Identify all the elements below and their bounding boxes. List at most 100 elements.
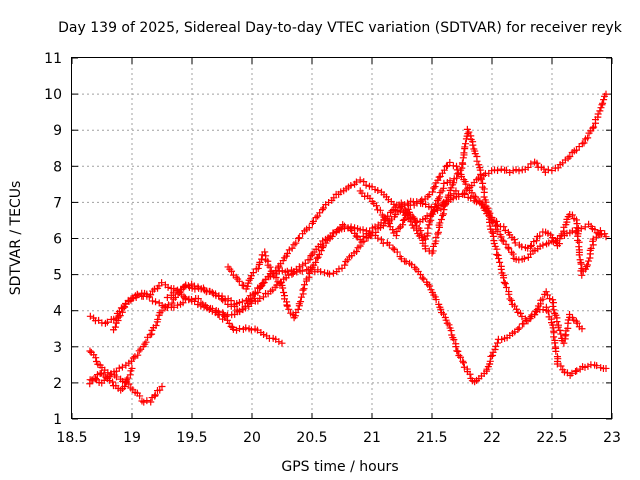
data-point xyxy=(590,123,598,131)
y-tick-label: 5 xyxy=(53,268,62,284)
data-point xyxy=(326,270,334,278)
data-point xyxy=(393,248,401,256)
data-point xyxy=(238,305,246,313)
data-point xyxy=(317,268,325,276)
data-point xyxy=(544,166,552,174)
data-point xyxy=(580,139,588,147)
data-point xyxy=(524,163,532,171)
data-point xyxy=(360,178,368,186)
data-point xyxy=(231,302,239,310)
data-point xyxy=(362,181,370,189)
x-tick-label: 22 xyxy=(483,430,501,446)
data-point xyxy=(549,302,557,310)
data-point xyxy=(462,180,470,188)
data-point xyxy=(445,321,453,329)
data-point xyxy=(309,217,317,225)
data-point xyxy=(127,295,135,303)
data-point xyxy=(552,347,560,355)
x-tick-label: 18.5 xyxy=(56,430,87,446)
data-point xyxy=(539,295,547,303)
data-point xyxy=(174,301,182,309)
data-point xyxy=(389,226,397,234)
data-point xyxy=(312,214,320,222)
data-point xyxy=(392,232,400,240)
data-point xyxy=(352,232,360,240)
data-point xyxy=(115,313,123,321)
data-point xyxy=(594,110,602,118)
data-point xyxy=(224,300,232,308)
data-point xyxy=(446,177,454,185)
data-point xyxy=(132,293,140,301)
data-point xyxy=(283,267,291,275)
data-point xyxy=(278,281,286,289)
data-point xyxy=(390,206,398,214)
data-point xyxy=(86,380,94,388)
data-point xyxy=(554,323,562,331)
data-point xyxy=(557,232,565,240)
data-point xyxy=(163,293,171,301)
data-point xyxy=(147,398,155,406)
data-point xyxy=(532,307,540,315)
data-point xyxy=(335,265,343,273)
data-point xyxy=(146,331,154,339)
data-point xyxy=(501,280,509,288)
data-point xyxy=(185,296,193,304)
data-point xyxy=(417,227,425,235)
data-point xyxy=(221,297,229,305)
data-point xyxy=(430,184,438,192)
data-point xyxy=(572,367,580,375)
data-point xyxy=(418,274,426,282)
data-point xyxy=(194,301,202,309)
data-point xyxy=(432,296,440,304)
data-point xyxy=(430,208,438,216)
y-tick-label: 11 xyxy=(44,51,62,67)
data-point xyxy=(228,267,236,275)
data-point xyxy=(143,397,151,405)
data-point xyxy=(526,315,534,323)
data-point xyxy=(256,258,264,266)
data-point xyxy=(376,206,384,214)
data-point xyxy=(277,278,285,286)
data-point xyxy=(356,236,364,244)
data-point xyxy=(492,342,500,350)
data-point xyxy=(497,265,505,273)
data-point xyxy=(496,258,504,266)
data-point xyxy=(329,269,337,277)
data-point xyxy=(170,303,178,311)
data-point xyxy=(158,302,166,310)
data-point xyxy=(194,295,202,303)
data-point xyxy=(123,376,131,384)
data-point xyxy=(385,219,393,227)
data-point xyxy=(568,369,576,377)
data-point xyxy=(86,312,94,320)
y-tick-label: 10 xyxy=(44,87,62,103)
y-tick-label: 9 xyxy=(53,123,62,139)
data-point xyxy=(511,239,519,247)
data-point xyxy=(533,305,541,313)
data-point xyxy=(299,286,307,294)
data-point xyxy=(249,269,257,277)
data-point xyxy=(180,283,188,291)
data-point xyxy=(585,257,593,265)
data-point xyxy=(154,315,162,323)
data-point xyxy=(424,224,432,232)
chart-title: Day 139 of 2025, Sidereal Day-to-day VTE… xyxy=(58,20,623,36)
data-point xyxy=(505,290,513,298)
data-point xyxy=(500,278,508,286)
data-point xyxy=(504,243,512,251)
data-point xyxy=(432,233,440,241)
data-point xyxy=(490,239,498,247)
data-point xyxy=(125,380,133,388)
data-point xyxy=(290,241,298,249)
data-point xyxy=(515,167,523,175)
data-point xyxy=(462,140,470,148)
y-tick-label: 3 xyxy=(53,340,62,356)
data-point xyxy=(458,159,466,167)
data-point xyxy=(602,90,610,98)
data-point xyxy=(434,176,442,184)
data-point xyxy=(114,316,122,324)
data-point xyxy=(221,312,229,320)
data-point xyxy=(491,166,499,174)
data-point xyxy=(461,143,469,151)
